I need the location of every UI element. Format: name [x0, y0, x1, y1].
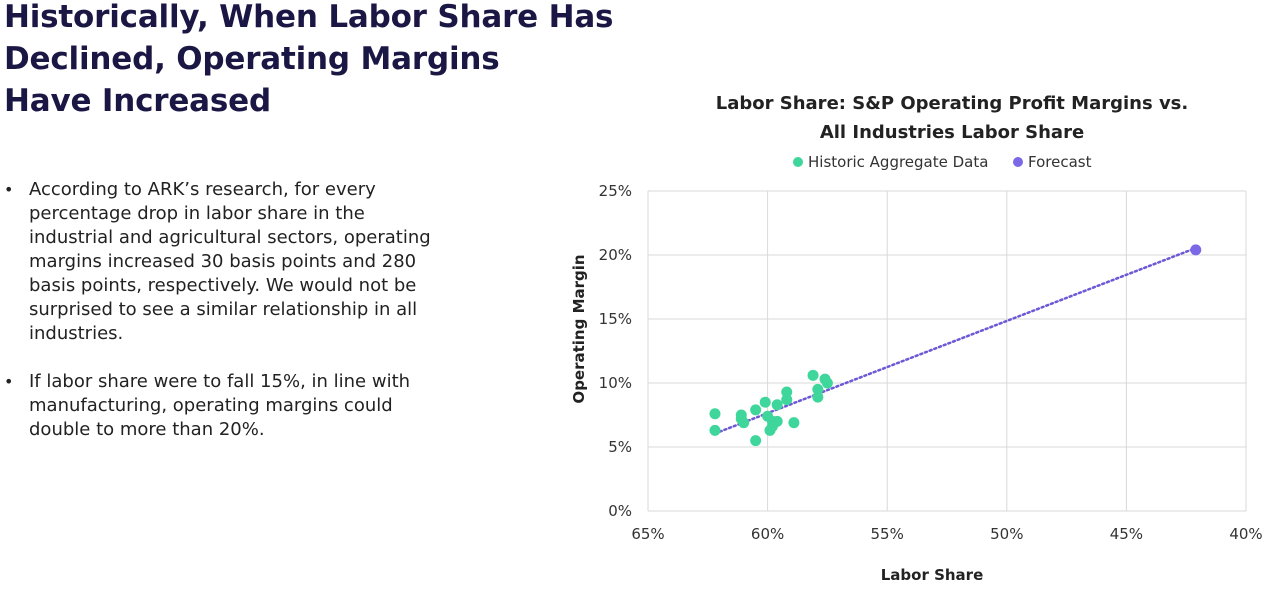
legend-marker-historic — [793, 157, 803, 167]
chart-gridlines — [647, 190, 1247, 512]
bullet-item: • According to ARK’s research, for every… — [4, 178, 444, 346]
y-tick-label: 15% — [599, 310, 632, 328]
y-tick-label: 5% — [608, 438, 632, 456]
y-tick-label: 10% — [599, 374, 632, 392]
x-tick-label: 65% — [631, 525, 664, 543]
x-tick-label: 45% — [1110, 525, 1143, 543]
bullet-marker: • — [4, 372, 14, 391]
historic-point — [709, 424, 721, 436]
historic-point — [771, 415, 783, 427]
x-tick-label: 60% — [751, 525, 784, 543]
historic-point — [812, 391, 824, 403]
bullet-marker: • — [4, 180, 14, 199]
historic-point — [781, 386, 793, 398]
x-tick-label: 50% — [990, 525, 1023, 543]
bullet-text: If labor share were to fall 15%, in line… — [29, 371, 411, 440]
historic-point — [750, 404, 762, 416]
legend-marker-forecast — [1013, 157, 1023, 167]
legend-label-forecast: Forecast — [1028, 153, 1092, 171]
legend-label-historic: Historic Aggregate Data — [808, 153, 988, 171]
historic-point — [709, 408, 721, 420]
x-tick-label: 55% — [871, 525, 904, 543]
y-axis-title: Operating Margin — [570, 254, 588, 403]
chart-trendline-group — [718, 248, 1193, 433]
page-title-line: Have Increased — [4, 83, 271, 119]
historic-point — [738, 417, 750, 429]
y-tick-label: 0% — [608, 502, 632, 520]
y-tick-label: 25% — [599, 182, 632, 200]
page-title-line: Declined, Operating Margins — [4, 41, 500, 77]
chart-title-line-1: Labor Share: S&P Operating Profit Margin… — [716, 93, 1188, 114]
historic-point — [821, 377, 833, 389]
historic-point — [781, 394, 793, 406]
historic-point — [807, 369, 819, 381]
historic-point — [771, 399, 783, 411]
historic-point — [750, 435, 762, 447]
chart-legend: Historic Aggregate Data Forecast — [793, 153, 1092, 171]
x-tick-label: 40% — [1229, 525, 1262, 543]
chart-title-line-2: All Industries Labor Share — [820, 122, 1084, 143]
chart-container: Labor Share: S&P Operating Profit Margin… — [560, 85, 1280, 597]
historic-point — [759, 396, 771, 408]
chart-tick-labels: 0% 5% 10% 15% 20% 25% 65% 60% 55% 50% 45% 40% — [599, 182, 1263, 543]
bullet-item: • If labor share were to fall 15%, in li… — [4, 370, 444, 442]
bullet-list: • According to ARK’s research, for every… — [4, 178, 444, 466]
historic-point — [788, 417, 800, 429]
forecast-point — [1190, 244, 1202, 256]
page-title: Historically, When Labor Share Has Decli… — [4, 0, 624, 122]
y-tick-label: 20% — [599, 246, 632, 264]
bullet-text: According to ARK’s research, for every p… — [29, 179, 431, 344]
chart-points — [709, 244, 1202, 447]
x-axis-title: Labor Share — [881, 566, 984, 584]
historic-point — [812, 383, 824, 395]
scatter-chart: Labor Share: S&P Operating Profit Margin… — [570, 93, 1263, 584]
trendline — [718, 248, 1193, 433]
page-title-line: Historically, When Labor Share Has — [4, 0, 614, 35]
